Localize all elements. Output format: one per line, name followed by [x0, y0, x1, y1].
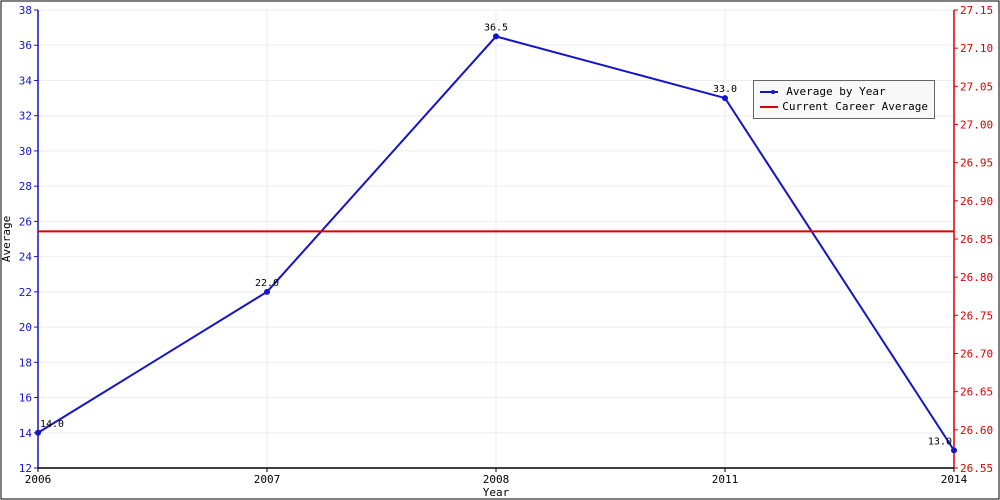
y-right-tick-label: 26.65	[960, 386, 993, 399]
y-right-tick-label: 26.90	[960, 195, 993, 208]
y-right-tick-label: 26.95	[960, 157, 993, 170]
point-label: 22.0	[255, 278, 279, 289]
y-left-tick-label: 36	[19, 39, 32, 52]
y-left-tick-label: 16	[19, 392, 32, 405]
y-right-tick-label: 27.05	[960, 80, 993, 93]
y-axis-label: Average	[0, 216, 13, 262]
legend-marker-icon	[771, 90, 775, 94]
y-right-tick-label: 26.85	[960, 233, 993, 246]
legend-label: Average by Year	[786, 84, 885, 99]
y-left-tick-label: 34	[19, 74, 33, 87]
legend-swatch	[760, 106, 778, 108]
y-right-tick-label: 27.00	[960, 119, 993, 132]
legend-item: Average by Year	[760, 84, 928, 99]
y-left-tick-label: 30	[19, 145, 32, 158]
series-marker	[951, 447, 957, 453]
y-right-tick-label: 27.15	[960, 4, 993, 17]
series-marker	[493, 33, 499, 39]
y-right-tick-label: 26.60	[960, 424, 993, 437]
series-marker	[722, 95, 728, 101]
y-right-tick-label: 27.10	[960, 42, 993, 55]
legend-label: Current Career Average	[782, 99, 928, 114]
chart-container: 121416182022242628303234363826.5526.6026…	[0, 0, 1000, 500]
x-axis-label: Year	[483, 486, 510, 499]
y-right-tick-label: 26.80	[960, 271, 993, 284]
y-left-tick-label: 22	[19, 286, 32, 299]
series-marker	[264, 289, 270, 295]
chart-border	[1, 1, 999, 499]
point-label: 14.0	[40, 419, 64, 430]
series-marker	[35, 430, 41, 436]
legend-item: Current Career Average	[760, 99, 928, 114]
y-left-tick-label: 20	[19, 321, 32, 334]
point-label: 36.5	[484, 22, 508, 33]
y-left-tick-label: 18	[19, 356, 32, 369]
y-left-tick-label: 38	[19, 4, 32, 17]
y-left-tick-label: 28	[19, 180, 32, 193]
chart-svg: 121416182022242628303234363826.5526.6026…	[0, 0, 1000, 500]
y-left-tick-label: 26	[19, 215, 32, 228]
x-tick-label: 2014	[941, 473, 968, 486]
y-left-tick-label: 32	[19, 110, 32, 123]
y-right-tick-label: 26.75	[960, 309, 993, 322]
x-tick-label: 2006	[25, 473, 52, 486]
point-label: 13.0	[928, 436, 952, 447]
x-tick-label: 2008	[483, 473, 510, 486]
y-left-tick-label: 14	[19, 427, 33, 440]
y-right-tick-label: 26.70	[960, 348, 993, 361]
point-label: 33.0	[713, 84, 737, 95]
legend: Average by YearCurrent Career Average	[753, 80, 935, 119]
y-left-tick-label: 24	[19, 251, 33, 264]
legend-swatch	[760, 91, 778, 93]
x-tick-label: 2007	[254, 473, 281, 486]
x-tick-label: 2011	[712, 473, 739, 486]
